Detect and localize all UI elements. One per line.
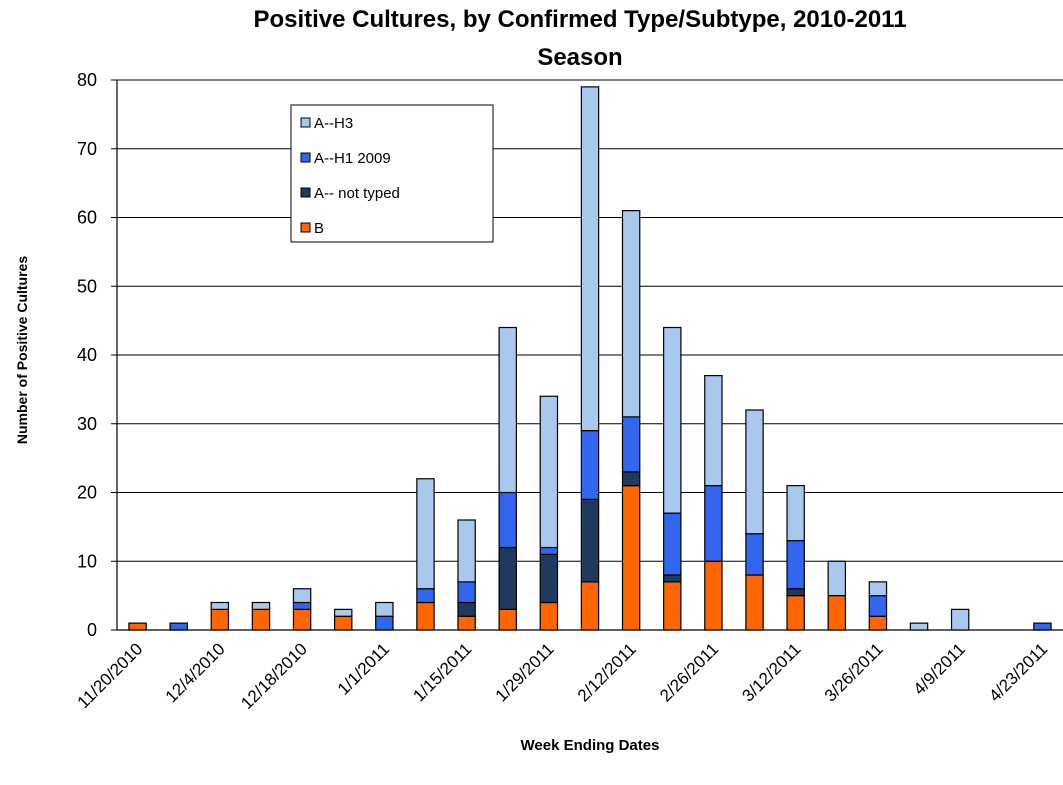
bar-segment-a-h1-2009	[375, 615, 394, 631]
bar-segment-a-not-typed	[786, 588, 805, 597]
bar-segment-a-h3	[909, 622, 929, 631]
bar-segment-a-h3	[663, 326, 682, 514]
bar-segment-a-h3	[251, 601, 271, 610]
bar-segment-b	[580, 581, 600, 631]
bar-segment-a-h3	[950, 608, 970, 631]
x-tick-label: 11/20/2010	[74, 639, 147, 712]
bar-segment-a-not-typed	[663, 574, 682, 583]
legend-box	[290, 104, 494, 243]
x-tick-label: 2/12/2011	[574, 639, 640, 705]
bar-segment-a-h3	[375, 601, 394, 617]
bar-segment-a-not-typed	[580, 498, 600, 583]
x-tick-label: 3/26/2011	[821, 639, 887, 705]
bar-segment-b	[539, 601, 559, 631]
bar-segment-a-h1-2009	[621, 416, 641, 473]
bar-segment-a-h1-2009	[1033, 622, 1052, 631]
bar-segment-a-not-typed	[498, 546, 517, 610]
bar-segment-a-not-typed	[621, 471, 641, 487]
bar-segment-b	[457, 615, 476, 631]
bar-segment-b	[416, 601, 435, 631]
bar-segment-b	[663, 581, 682, 631]
legend-swatch	[300, 117, 311, 128]
bar-segment-a-h1-2009	[745, 533, 764, 576]
bar-segment-a-h1-2009	[292, 601, 312, 610]
y-tick-label: 20	[77, 483, 97, 503]
bar-segment-a-h1-2009	[457, 581, 476, 604]
bar-segment-a-h1-2009	[786, 540, 805, 590]
bar-segment-a-h3	[498, 326, 517, 494]
bar-segment-b	[210, 608, 230, 631]
bar-segment-a-h1-2009	[539, 546, 559, 555]
bar-segment-a-h3	[868, 581, 888, 597]
x-tick-label: 12/18/2010	[237, 639, 311, 713]
y-tick-label: 10	[77, 551, 97, 571]
x-tick-label: 4/23/2011	[985, 639, 1051, 705]
legend-swatch	[300, 152, 311, 163]
bar-segment-a-h3	[457, 519, 476, 583]
bar-segment-a-h1-2009	[868, 595, 888, 617]
legend-label: A-- not typed	[314, 185, 400, 202]
x-tick-label: 1/29/2011	[492, 639, 558, 705]
y-tick-label: 50	[77, 276, 97, 296]
legend-swatch	[300, 187, 311, 198]
bar-segment-a-h3	[292, 588, 312, 604]
bar-segment-b	[292, 608, 312, 631]
x-tick-label: 4/9/2011	[910, 639, 969, 698]
bar-segment-a-h1-2009	[663, 512, 682, 576]
x-axis-label: Week Ending Dates	[520, 737, 660, 754]
y-tick-label: 0	[87, 620, 97, 640]
x-tick-label: 1/1/2011	[334, 639, 393, 698]
bar-segment-b	[704, 560, 723, 631]
bar-segment-b	[786, 595, 805, 631]
bar-segment-b	[498, 608, 517, 631]
bar-segment-a-h3	[416, 478, 435, 590]
bar-segment-a-not-typed	[457, 601, 476, 617]
bar-segment-a-h3	[539, 395, 559, 549]
bar-segment-a-h3	[210, 601, 230, 610]
bar-segment-b	[868, 615, 888, 631]
bar-segment-a-h1-2009	[416, 588, 435, 604]
bar-segment-a-h1-2009	[498, 491, 517, 549]
bar-segment-a-h3	[333, 608, 353, 617]
bar-segment-a-h3	[621, 210, 641, 418]
bar-segment-a-h3	[827, 560, 847, 597]
bar-segment-b	[745, 574, 764, 631]
bar-segment-b	[333, 615, 353, 631]
bar-segment-a-h3	[745, 409, 764, 535]
bar-segment-b	[251, 608, 271, 631]
chart-title-line-2: Season	[537, 44, 623, 71]
legend-label: A--H1 2009	[314, 150, 391, 167]
bar-segment-a-h3	[786, 485, 805, 542]
bar-segment-a-h3	[704, 375, 723, 487]
legend-label: A--H3	[314, 115, 353, 132]
bar-segment-a-h3	[580, 86, 600, 432]
legend-swatch	[300, 222, 311, 233]
y-tick-label: 30	[77, 414, 97, 434]
x-tick-label: 12/4/2010	[162, 639, 229, 706]
bar-segment-b	[827, 595, 847, 631]
x-tick-label: 1/15/2011	[409, 639, 475, 705]
bar-segment-a-h1-2009	[704, 485, 723, 562]
y-tick-label: 60	[77, 208, 97, 228]
bar-segment-b	[128, 622, 147, 631]
x-tick-label: 3/12/2011	[738, 639, 804, 705]
x-tick-label: 2/26/2011	[656, 639, 722, 705]
bar-segment-a-h1-2009	[580, 430, 600, 500]
y-tick-label: 80	[77, 70, 97, 90]
legend-label: B	[314, 220, 324, 237]
y-tick-label: 70	[77, 139, 97, 159]
y-tick-label: 40	[77, 345, 97, 365]
bar-segment-a-h1-2009	[169, 622, 188, 631]
bar-segment-b	[621, 485, 641, 631]
bar-segment-a-not-typed	[539, 553, 559, 604]
chart-title-line-1: Positive Cultures, by Confirmed Type/Sub…	[253, 6, 907, 33]
